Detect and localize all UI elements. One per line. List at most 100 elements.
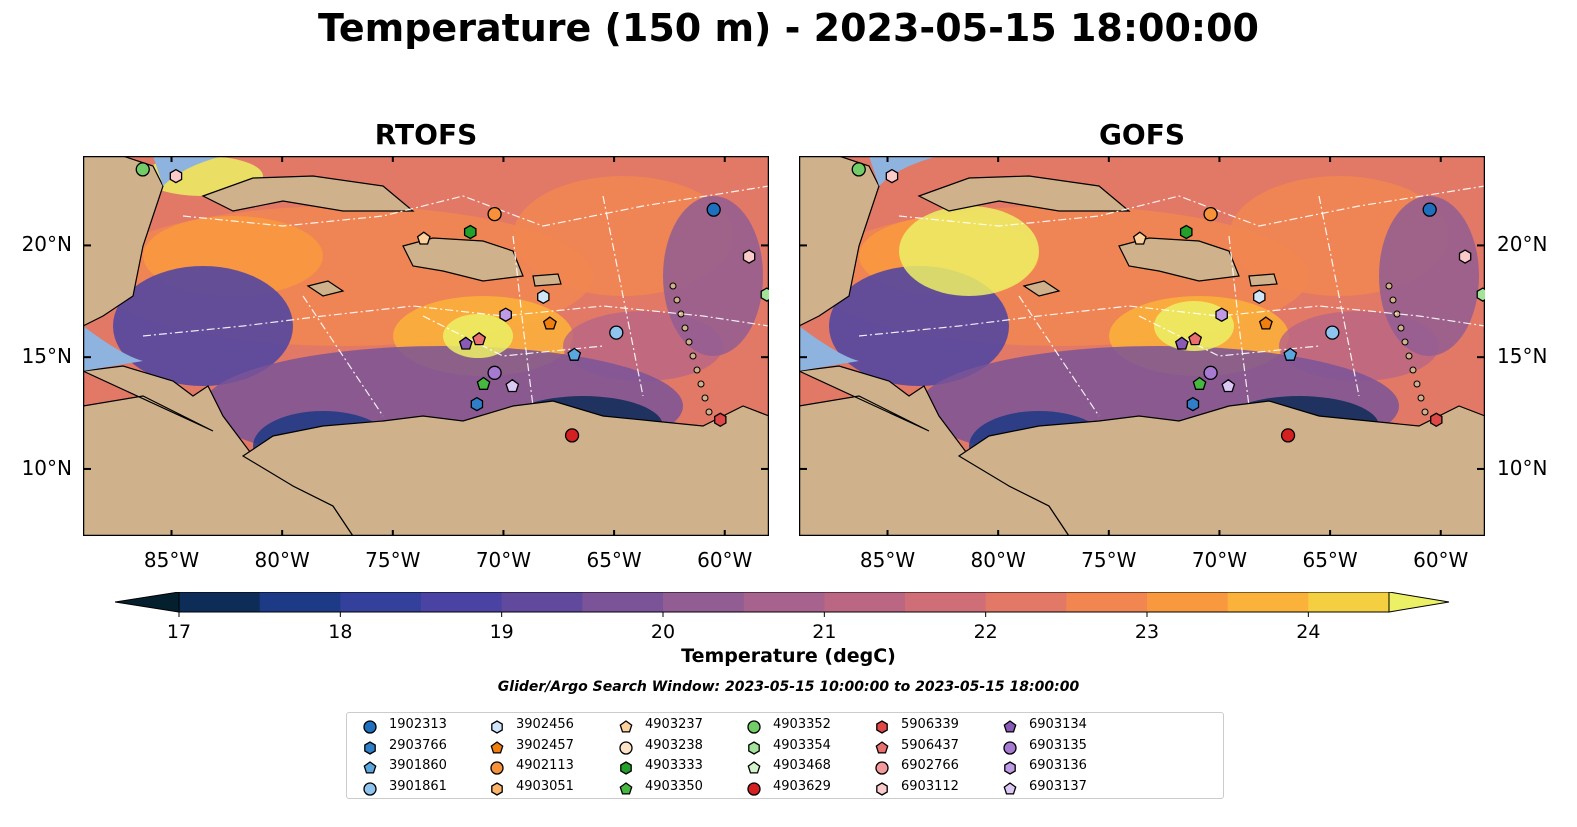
lesser-antilles-island (673, 296, 681, 304)
float-marker-3902456 (1253, 289, 1266, 305)
legend-marker (363, 781, 377, 796)
pentagon-marker-icon (490, 740, 504, 754)
map-frame (83, 156, 769, 536)
float-marker-1902313 (706, 202, 721, 217)
float-marker-3902456 (537, 289, 550, 305)
legend-marker (1003, 720, 1017, 733)
float-marker-6903112 (742, 249, 756, 264)
eez-boundary (858, 305, 1485, 337)
legend-marker (1003, 740, 1017, 755)
land-yucatan-mexico (83, 156, 164, 327)
legend-marker (747, 720, 761, 734)
float-marker-5906339 (1430, 412, 1443, 428)
circle-marker-icon (363, 781, 377, 796)
legend-marker (620, 761, 632, 775)
legend-marker (491, 720, 503, 734)
legend-marker (747, 761, 761, 774)
legend-marker (875, 761, 889, 775)
land-puerto-rico (1248, 273, 1278, 287)
pentagon-marker-icon (875, 740, 889, 754)
pentagon-marker-icon (1003, 720, 1017, 733)
legend-marker (876, 720, 888, 734)
float-marker-6903112 (169, 168, 183, 184)
float-marker-6903112 (1458, 249, 1472, 264)
hexagon-marker-icon (364, 740, 376, 755)
legend-label: 4903051 (516, 778, 574, 794)
land-hispaniola (1118, 237, 1240, 282)
lesser-antilles-island (1405, 352, 1413, 360)
float-marker-4902113 (487, 206, 502, 222)
legend-label: 6903136 (1029, 758, 1087, 773)
figure-title: Temperature (150 m) - 2023-05-15 18:00:0… (317, 6, 1259, 50)
lat-tick-label: 15°N (21, 344, 72, 369)
lesser-antilles-island (1417, 394, 1425, 402)
legend-label: 2903766 (389, 737, 447, 753)
float-marker-6903137 (1221, 378, 1236, 393)
lesser-antilles-island (693, 366, 701, 374)
legend-label: 4903468 (773, 758, 831, 773)
lesser-antilles-island (1413, 380, 1421, 388)
colorbar-segment (259, 592, 341, 612)
lon-tick-label: 60°W (1413, 548, 1469, 572)
float-marker-5906339 (714, 412, 727, 428)
land-cuba (917, 175, 1131, 212)
legend-label: 3902456 (516, 717, 574, 732)
float-marker-4903354 (760, 287, 769, 302)
shallow-shelf (799, 326, 859, 371)
colorbar-tick-label: 21 (812, 621, 836, 642)
temperature-feature (899, 206, 1039, 296)
hexagon-marker-icon (876, 720, 888, 734)
legend-marker (363, 720, 377, 734)
colorbar-tick-label: 17 (167, 621, 191, 642)
lon-tick-label: 65°W (586, 548, 642, 572)
colorbar-tick-label: 23 (1135, 621, 1159, 642)
legend-marker (491, 781, 503, 796)
map-frame (799, 156, 1485, 536)
legend-marker (619, 740, 633, 755)
float-marker-3902457 (1258, 316, 1273, 330)
colorbar-tick-label: 18 (328, 621, 352, 642)
lesser-antilles-island (701, 394, 709, 402)
hexagon-marker-icon (876, 781, 888, 796)
legend-marker (619, 720, 633, 733)
legend-label: 4903333 (645, 758, 703, 773)
panel-title-gofs: GOFS (1098, 118, 1186, 151)
float-marker-6903135 (487, 365, 502, 380)
lon-tick-label: 85°W (859, 548, 916, 572)
legend-marker (490, 761, 504, 775)
land-south-america (241, 400, 769, 536)
temperature-feature (829, 266, 1009, 386)
lat-tick-label: 15°N (1497, 344, 1548, 369)
colorbar-segment (743, 592, 825, 612)
float-marker-2903766 (470, 396, 484, 412)
float-marker-3901861 (609, 325, 624, 340)
lesser-antilles-island (1409, 366, 1417, 374)
legend-label: 5906437 (901, 737, 959, 753)
land-south-america (957, 400, 1485, 536)
colorbar-segment (1308, 592, 1390, 612)
legend-label: 6902766 (901, 758, 959, 773)
land-hispaniola (402, 237, 524, 282)
lesser-antilles-island (689, 352, 697, 360)
lon-tick-label: 60°W (697, 548, 753, 572)
colorbar-frame (178, 592, 1390, 613)
float-marker-3902457 (542, 316, 557, 330)
lesser-antilles-island (705, 408, 713, 416)
lon-tick-label: 70°W (1191, 548, 1248, 572)
float-marker-5906437 (472, 331, 487, 346)
legend-label: 6903135 (1029, 737, 1087, 753)
land-jamaica (1022, 280, 1061, 297)
float-legend: 1902313 2903766 3901860 3901861 3902456 39024… (346, 712, 1224, 799)
eez-boundary (142, 305, 769, 337)
lon-tick-label: 70°W (475, 548, 532, 572)
lesser-antilles-island (681, 324, 689, 332)
lon-tick-label: 80°W (254, 548, 310, 572)
float-marker-6903137 (505, 378, 520, 393)
colorbar-segment (985, 592, 1067, 612)
colorbar-segment (1227, 592, 1309, 612)
eez-boundary (1318, 195, 1360, 397)
float-marker-3901861 (1325, 325, 1340, 340)
eez-boundary (422, 315, 604, 357)
float-marker-4902113 (1203, 206, 1218, 222)
temperature-feature (113, 266, 293, 386)
